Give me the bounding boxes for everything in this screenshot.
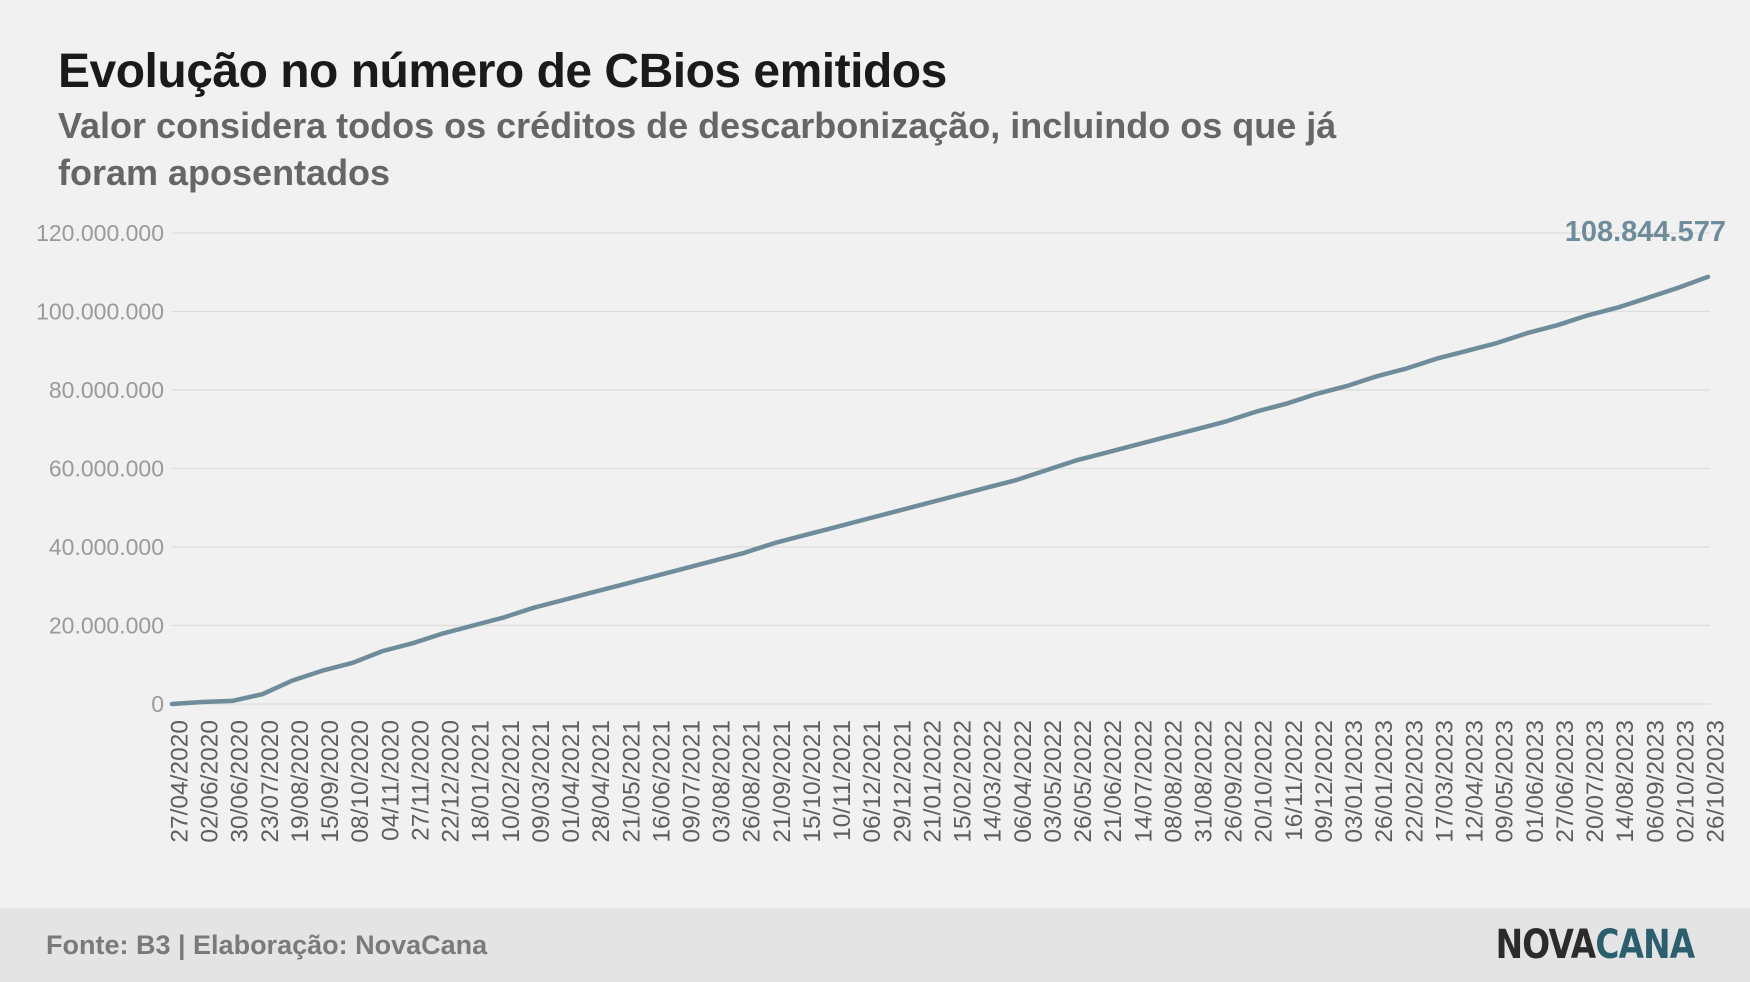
x-tick-label: 01/04/2021 xyxy=(558,720,585,843)
x-tick-label: 14/08/2023 xyxy=(1612,720,1639,843)
x-tick-label: 15/10/2021 xyxy=(799,720,826,843)
x-tick-label: 06/09/2023 xyxy=(1642,720,1669,843)
y-tick-label: 40.000.000 xyxy=(49,534,164,560)
y-tick-label: 60.000.000 xyxy=(49,456,164,482)
x-tick-label: 14/03/2022 xyxy=(980,720,1007,843)
x-tick-label: 20/07/2023 xyxy=(1582,720,1609,843)
y-axis-labels: 0 20.000.000 40.000.000 60.000.000 80.000.00… xyxy=(36,220,164,717)
x-tick-label: 03/08/2021 xyxy=(709,720,736,843)
y-tick-label: 80.000.000 xyxy=(49,377,164,403)
x-tick-label: 21/01/2022 xyxy=(919,720,946,843)
x-axis-labels: 27/04/2020 02/06/2020 30/06/2020 23/07/2020… xyxy=(167,720,1730,843)
x-tick-label: 20/10/2022 xyxy=(1251,720,1278,843)
x-tick-label: 06/04/2022 xyxy=(1010,720,1037,843)
y-tick-label: 0 xyxy=(151,691,164,717)
y-tick-label: 100.000.000 xyxy=(36,299,164,325)
x-tick-label: 26/08/2021 xyxy=(739,720,766,843)
novacana-logo: NOVACANA xyxy=(1495,922,1695,968)
x-tick-label: 09/07/2021 xyxy=(679,720,706,843)
x-tick-label: 26/01/2023 xyxy=(1371,720,1398,843)
x-tick-label: 14/07/2022 xyxy=(1130,720,1157,843)
x-tick-label: 10/02/2021 xyxy=(498,720,525,843)
x-tick-label: 22/02/2023 xyxy=(1401,720,1428,843)
x-tick-label: 15/02/2022 xyxy=(950,720,977,843)
x-tick-label: 15/09/2020 xyxy=(317,720,344,843)
x-tick-label: 26/05/2022 xyxy=(1070,720,1097,843)
x-tick-label: 18/01/2021 xyxy=(468,720,495,843)
annotations: 108.844.577 xyxy=(1565,216,1726,248)
x-tick-label: 26/09/2022 xyxy=(1221,720,1248,843)
x-tick-label: 19/08/2020 xyxy=(287,720,314,843)
footer: Fonte: B3 | Elaboração: NovaCana NOVACAN… xyxy=(0,908,1750,982)
y-tick-label: 120.000.000 xyxy=(36,220,164,246)
series-group xyxy=(169,274,1711,707)
x-tick-label: 09/03/2021 xyxy=(528,720,555,843)
x-tick-label: 28/04/2021 xyxy=(588,720,615,843)
chart-title: Evolução no número de CBios emitidos xyxy=(58,45,947,98)
x-tick-label: 02/06/2020 xyxy=(197,720,224,843)
x-tick-label: 29/12/2021 xyxy=(889,720,916,843)
gridlines xyxy=(172,232,1710,705)
x-tick-label: 17/03/2023 xyxy=(1431,720,1458,843)
x-tick-label: 27/11/2020 xyxy=(407,720,434,841)
logo-part-cana: CANA xyxy=(1594,922,1695,968)
x-tick-label: 09/05/2023 xyxy=(1492,720,1519,843)
x-tick-label: 08/08/2022 xyxy=(1160,720,1187,843)
x-tick-label: 23/07/2020 xyxy=(257,720,284,843)
x-tick-label: 16/11/2022 xyxy=(1281,720,1308,841)
x-tick-label: 21/09/2021 xyxy=(769,720,796,843)
end-value-label: 108.844.577 xyxy=(1565,216,1726,248)
line-chart: 0 20.000.000 40.000.000 60.000.000 80.000.00… xyxy=(36,216,1730,843)
source-text: Fonte: B3 | Elaboração: NovaCana xyxy=(46,930,488,960)
x-tick-label: 03/05/2022 xyxy=(1040,720,1067,843)
x-tick-label: 22/12/2020 xyxy=(438,720,465,843)
x-tick-label: 08/10/2020 xyxy=(347,720,374,843)
series-line xyxy=(169,274,1711,707)
x-tick-label: 01/06/2023 xyxy=(1522,720,1549,843)
y-tick-label: 20.000.000 xyxy=(49,613,164,639)
chart-subtitle: Valor considera todos os créditos de des… xyxy=(58,105,1337,193)
x-tick-label: 16/06/2021 xyxy=(648,720,675,843)
x-tick-label: 30/06/2020 xyxy=(227,720,254,843)
x-tick-label: 12/04/2023 xyxy=(1462,720,1489,843)
x-tick-label: 21/06/2022 xyxy=(1100,720,1127,843)
x-tick-label: 26/10/2023 xyxy=(1703,720,1730,843)
x-tick-label: 04/11/2020 xyxy=(377,720,404,841)
x-tick-label: 21/05/2021 xyxy=(618,720,645,843)
x-tick-label: 09/12/2022 xyxy=(1311,720,1338,843)
x-tick-label: 03/01/2023 xyxy=(1341,720,1368,843)
x-tick-label: 06/12/2021 xyxy=(859,720,886,843)
x-tick-label: 27/06/2023 xyxy=(1552,720,1579,843)
x-tick-label: 02/10/2023 xyxy=(1672,720,1699,843)
x-tick-label: 31/08/2022 xyxy=(1191,720,1218,843)
logo-part-nova: NOVA xyxy=(1495,922,1596,968)
x-tick-label: 27/04/2020 xyxy=(167,720,194,843)
x-tick-label: 10/11/2021 xyxy=(829,720,856,841)
